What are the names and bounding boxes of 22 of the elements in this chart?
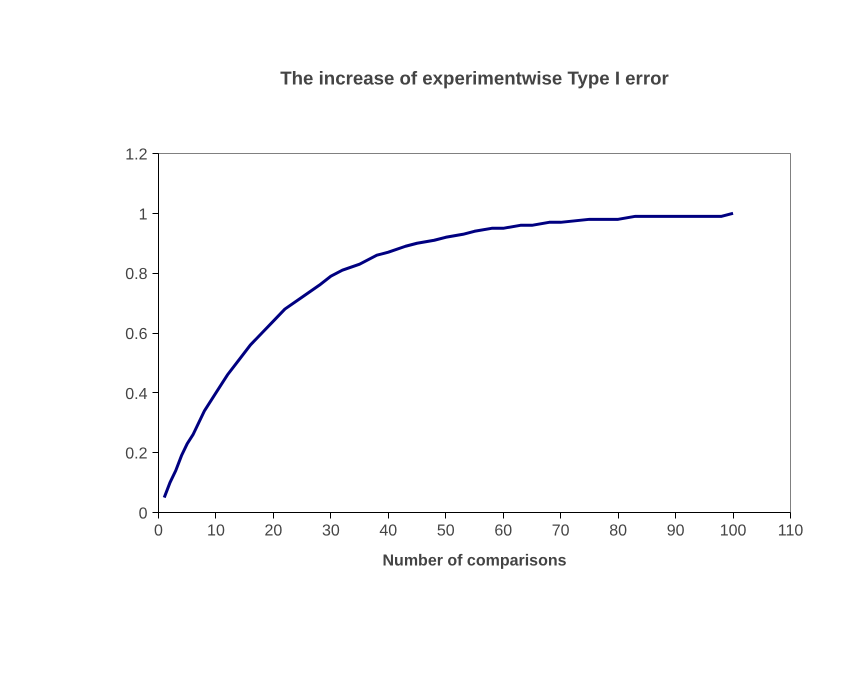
y-tick-label: 1	[138, 206, 148, 224]
x-tick-label: 30	[322, 522, 340, 540]
x-tick-label: 70	[552, 522, 570, 540]
y-tick-label: 0.6	[125, 326, 148, 343]
y-tick-label: 1.2	[125, 146, 148, 164]
x-tick-label: 0	[154, 522, 164, 540]
x-tick-label: 20	[264, 522, 282, 540]
x-tick-label: 100	[720, 522, 746, 540]
chart-title: The increase of experimentwise Type I error	[280, 68, 669, 88]
line-series	[162, 212, 735, 500]
y-tick-label: 0.8	[125, 266, 148, 284]
x-tick-label: 60	[494, 522, 512, 540]
y-tick-label: 0.2	[125, 446, 148, 463]
x-tick-label: 90	[666, 522, 685, 540]
x-tick-label: 80	[609, 522, 628, 540]
x-tick-label: 10	[207, 522, 225, 540]
x-tick-label: 110	[778, 522, 804, 540]
x-tick-label: 40	[379, 522, 398, 540]
y-tick-label: 0.4	[125, 386, 148, 403]
x-tick-label: 50	[436, 522, 455, 540]
x-axis-title: Number of comparisons	[382, 552, 567, 570]
y-tick-label: 0	[138, 506, 148, 522]
